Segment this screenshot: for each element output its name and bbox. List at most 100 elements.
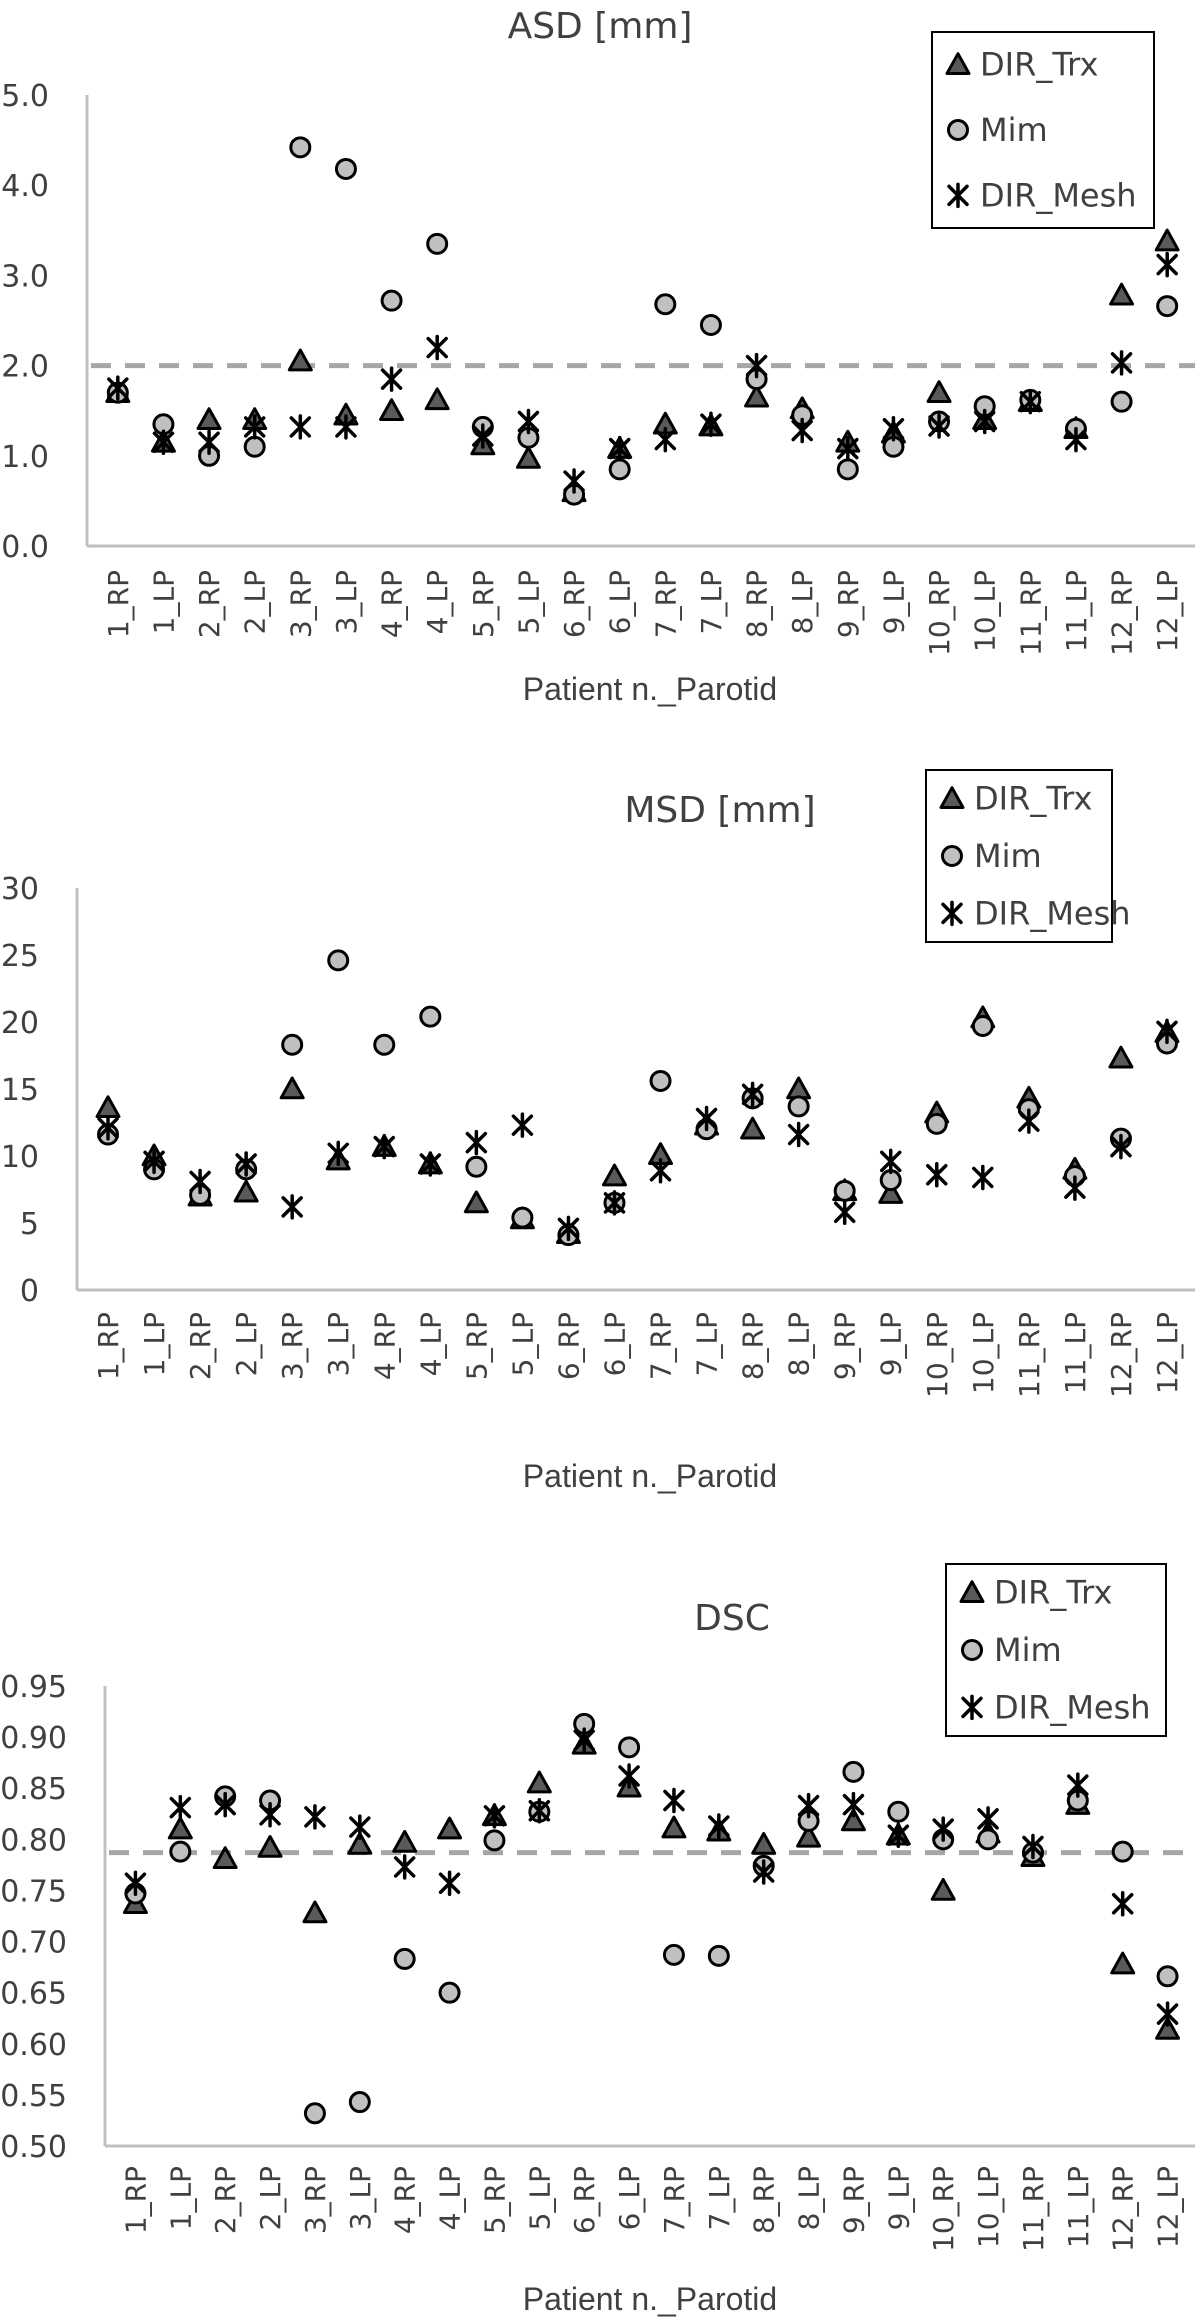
data-point-circle <box>833 1179 856 1202</box>
data-point-circle <box>169 1840 192 1863</box>
x-category-label: 2_RP <box>184 1312 217 1380</box>
data-point-asterisk <box>842 1791 865 1818</box>
data-point-asterisk <box>281 1194 303 1220</box>
data-point-circle <box>380 289 403 312</box>
x-category-label: 10_LP <box>972 2166 1005 2248</box>
legend: DIR_Trx Mim DIR_Mesh <box>925 769 1131 943</box>
chart-title: DSC <box>694 1598 770 1639</box>
x-category-label: 11_LP <box>1059 1312 1092 1394</box>
chart-title: ASD [mm] <box>508 6 693 47</box>
data-point-asterisk <box>235 1151 257 1177</box>
data-point-asterisk <box>97 1115 119 1141</box>
data-point-asterisk <box>787 1121 810 1148</box>
x-category-label: 12_LP <box>1152 2166 1185 2248</box>
data-point-triangle <box>1110 1951 1136 1975</box>
data-point-asterisk <box>708 1813 730 1839</box>
x-category-label: 5_LP <box>523 2166 556 2230</box>
x-category-label: 4_RP <box>376 570 409 638</box>
series-mim <box>97 949 1178 1247</box>
data-point-asterisk <box>214 1791 236 1818</box>
msd-chart: MSD [mm] 0 5 10 15 20 25 30 1_RP 1_LP 2_RP 2_LP 3_RP… <box>0 760 1200 1520</box>
data-point-circle <box>971 1015 994 1038</box>
data-point-asterisk <box>654 426 677 453</box>
data-point-asterisk <box>563 468 585 494</box>
data-point-triangle <box>212 1846 238 1870</box>
data-point-asterisk <box>752 1859 775 1885</box>
data-point-asterisk <box>465 1129 488 1156</box>
legend-marker-triangle <box>939 786 965 809</box>
data-point-asterisk <box>879 1148 902 1175</box>
x-category-label: 10_LP <box>967 1312 1000 1394</box>
x-category-label: 11_RP <box>1017 2166 1050 2252</box>
x-category-label: 8_RP <box>748 2166 781 2234</box>
data-point-asterisk <box>1110 350 1133 376</box>
asd-chart-svg: ASD [mm] 0.0 1.0 2.0 3.0 4.0 5.0 1_RP 1_LP 2_RP 2_… <box>1 6 1195 707</box>
data-point-asterisk <box>1067 1772 1089 1798</box>
x-category-label: 6_LP <box>604 570 637 634</box>
data-point-asterisk <box>335 414 357 440</box>
data-point-circle <box>925 1112 948 1135</box>
y-tick-label: 25 <box>1 939 39 974</box>
x-category-label: 12_LP <box>1151 570 1184 652</box>
data-point-circle <box>1156 1965 1179 1988</box>
legend-marker-circle <box>947 119 969 141</box>
data-point-asterisk <box>663 1787 685 1814</box>
x-category-label: 8_LP <box>783 1312 816 1376</box>
x-category-label: 2_RP <box>209 2166 242 2234</box>
y-tick-label: 5 <box>20 1207 39 1242</box>
x-category-label: 7_LP <box>691 1312 724 1376</box>
legend-label: Mim <box>994 1631 1062 1669</box>
x-axis-title: Patient n._Parotid <box>523 1458 777 1494</box>
legend-marker-asterisk <box>947 182 969 209</box>
data-point-circle <box>243 435 266 458</box>
data-point-triangle <box>751 1831 777 1855</box>
data-point-asterisk <box>419 1151 442 1177</box>
x-category-label: 6_LP <box>613 2166 646 2230</box>
y-tick-label: 15 <box>1 1073 39 1108</box>
data-point-triangle <box>424 387 450 411</box>
legend-label: Mim <box>974 837 1042 875</box>
data-point-triangle <box>744 384 770 408</box>
series-dir-mesh <box>107 251 1178 494</box>
data-point-asterisk <box>393 1854 416 1880</box>
data-point-triangle <box>926 380 952 403</box>
legend: DIR_Trx Mim DIR_Mesh <box>931 31 1155 229</box>
x-axis-title: Patient n._Parotid <box>523 2281 777 2317</box>
y-tick-label: 30 <box>1 872 39 907</box>
data-point-circle <box>887 1800 910 1823</box>
data-point-asterisk <box>1156 1018 1178 1045</box>
data-point-triangle <box>1109 282 1135 306</box>
series-dir-trx <box>122 1731 1181 2040</box>
y-tick-label: 0.60 <box>0 2028 67 2063</box>
data-point-circle <box>707 1944 730 1967</box>
chart-title: MSD [mm] <box>624 790 815 831</box>
data-point-asterisk <box>259 1802 281 1828</box>
x-category-label: 6_RP <box>568 2166 601 2234</box>
x-category-label: 12_LP <box>1151 1312 1184 1394</box>
data-point-asterisk <box>608 435 631 462</box>
y-tick-label: 0 <box>20 1274 39 1309</box>
data-point-asterisk <box>833 1199 856 1226</box>
data-point-asterisk <box>438 1870 461 1897</box>
data-point-asterisk <box>1156 251 1178 278</box>
x-category-label: 7_RP <box>658 2166 691 2234</box>
data-point-asterisk <box>695 1105 718 1132</box>
legend-marker-triangle <box>959 1580 985 1603</box>
data-point-triangle <box>515 446 541 469</box>
data-point-asterisk <box>557 1215 580 1242</box>
data-point-circle <box>289 136 312 159</box>
data-point-asterisk <box>1111 1890 1134 1917</box>
x-category-label: 2_LP <box>254 2166 287 2230</box>
x-category-label: 1_LP <box>147 570 180 634</box>
data-point-triangle <box>233 1179 259 1203</box>
x-category-label: 3_RP <box>284 570 317 638</box>
x-category-label: 9_LP <box>877 570 910 634</box>
y-tick-label: 0.55 <box>0 2079 67 2114</box>
data-point-circle <box>426 232 449 255</box>
x-category-label: 3_RP <box>276 1312 309 1380</box>
data-point-triangle <box>95 1095 121 1119</box>
x-category-label: 11_LP <box>1062 2166 1095 2248</box>
x-category-label: 1_LP <box>138 1312 171 1376</box>
x-category-label: 6_RP <box>552 1312 585 1380</box>
x-category-label: 8_LP <box>793 2166 826 2230</box>
